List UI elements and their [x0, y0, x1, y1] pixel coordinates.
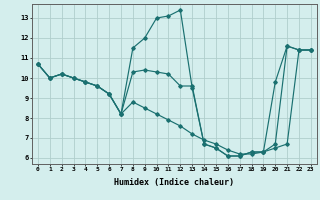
X-axis label: Humidex (Indice chaleur): Humidex (Indice chaleur) — [115, 178, 234, 187]
